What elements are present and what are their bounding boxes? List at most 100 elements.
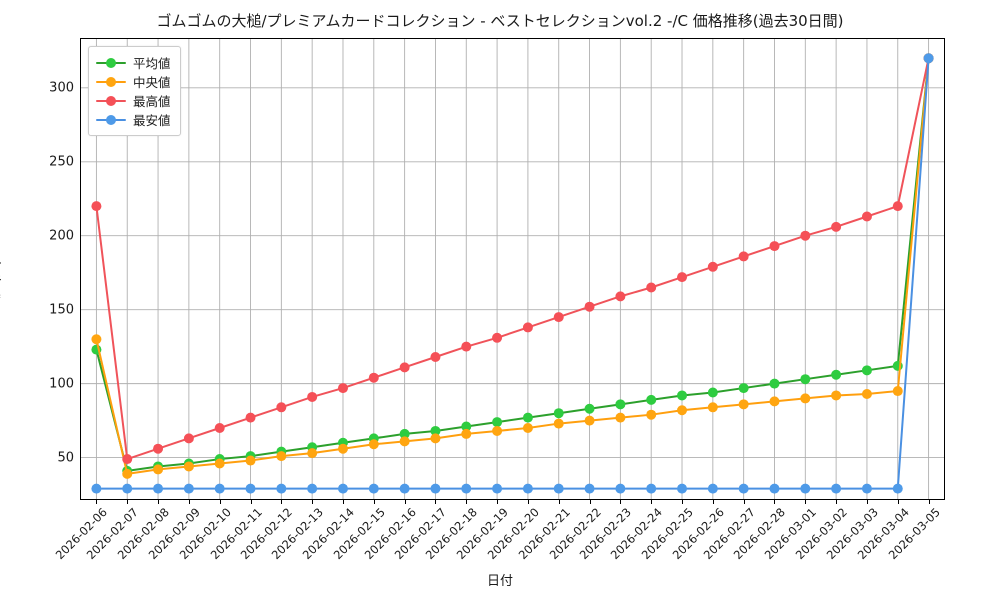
data-point-marker xyxy=(707,387,718,398)
data-point-marker xyxy=(861,388,872,399)
data-point-marker xyxy=(122,483,133,494)
data-point-marker xyxy=(245,455,256,466)
x-tick-mark xyxy=(774,500,776,504)
data-point-marker xyxy=(461,421,472,432)
data-point-marker xyxy=(368,372,379,383)
data-point-marker xyxy=(522,423,533,433)
x-tick-mark xyxy=(527,500,529,504)
data-point-marker xyxy=(492,425,503,436)
data-point-marker xyxy=(584,483,595,494)
data-point-marker xyxy=(91,201,102,212)
x-tick-mark xyxy=(250,500,252,504)
data-point-marker xyxy=(738,251,749,262)
data-point-marker xyxy=(522,322,533,333)
data-point-marker xyxy=(153,483,164,494)
y-axis-label: 値 (円) xyxy=(0,259,3,300)
data-point-marker xyxy=(646,409,657,420)
x-tick-mark xyxy=(342,500,344,504)
legend-marker-icon xyxy=(96,113,126,127)
legend-marker-icon xyxy=(96,75,126,89)
data-point-marker xyxy=(923,53,934,64)
data-point-marker xyxy=(831,369,842,380)
data-point-marker xyxy=(122,468,133,479)
data-point-marker xyxy=(492,483,503,494)
x-tick-mark xyxy=(497,500,499,504)
x-tick-mark xyxy=(96,500,98,504)
x-tick-mark xyxy=(312,500,314,504)
series-line xyxy=(95,57,930,475)
x-tick-mark xyxy=(404,500,406,504)
data-point-marker xyxy=(769,241,780,252)
x-tick-mark xyxy=(651,500,653,504)
x-tick-mark xyxy=(435,500,437,504)
data-point-marker xyxy=(707,483,718,494)
data-point-marker xyxy=(769,483,780,494)
data-point-marker xyxy=(892,386,903,397)
data-point-marker xyxy=(276,402,287,413)
data-point-marker xyxy=(399,362,410,373)
x-tick-mark xyxy=(682,500,684,504)
data-point-marker xyxy=(183,461,194,472)
y-tick-label: 100 xyxy=(49,376,74,392)
data-point-marker xyxy=(892,201,903,212)
data-point-marker xyxy=(861,365,872,376)
x-tick-mark xyxy=(281,500,283,504)
data-point-marker xyxy=(307,448,318,459)
data-point-marker xyxy=(677,272,688,283)
data-point-marker xyxy=(738,399,749,410)
data-point-marker xyxy=(677,390,688,401)
y-axis-tick-labels: 50 100 150 200 250 300 xyxy=(30,38,110,500)
x-axis-label: 日付 xyxy=(486,574,513,589)
data-point-marker xyxy=(553,418,564,429)
data-point-marker xyxy=(307,391,318,402)
data-point-marker xyxy=(430,483,441,494)
data-point-marker xyxy=(584,415,595,426)
data-point-marker xyxy=(399,428,410,439)
data-point-marker xyxy=(584,403,595,414)
x-tick-mark xyxy=(743,500,745,504)
x-tick-mark xyxy=(928,500,930,504)
data-point-marker xyxy=(337,443,348,454)
x-tick-mark xyxy=(219,500,221,504)
series-canvas xyxy=(81,39,944,499)
data-point-marker xyxy=(615,291,626,302)
legend-item-3[interactable]: 最安値 xyxy=(96,110,171,129)
data-point-marker xyxy=(677,483,688,494)
data-point-marker xyxy=(584,301,595,312)
data-point-marker xyxy=(307,483,318,494)
y-tick-label: 50 xyxy=(57,450,74,466)
data-point-marker xyxy=(831,390,842,401)
data-point-marker xyxy=(276,451,287,462)
data-point-marker xyxy=(276,483,287,494)
data-point-marker xyxy=(214,483,225,494)
data-point-marker xyxy=(769,396,780,407)
data-point-marker xyxy=(91,334,102,345)
data-point-marker xyxy=(615,399,626,410)
data-point-marker xyxy=(461,428,472,439)
y-tick-label: 150 xyxy=(49,302,74,318)
y-tick-label: 200 xyxy=(49,228,74,244)
data-point-marker xyxy=(122,454,133,465)
data-point-marker xyxy=(430,425,441,436)
legend-item-2[interactable]: 最高値 xyxy=(96,91,171,110)
data-point-marker xyxy=(800,230,811,241)
legend-item-1[interactable]: 中央値 xyxy=(96,72,171,91)
series-line xyxy=(95,57,930,490)
y-tick-label: 300 xyxy=(49,80,74,96)
data-point-marker xyxy=(522,412,533,423)
data-point-marker xyxy=(183,483,194,494)
data-point-marker xyxy=(615,483,626,494)
data-point-marker xyxy=(800,393,811,404)
x-tick-mark xyxy=(589,500,591,504)
legend-label: 中央値 xyxy=(133,75,171,90)
legend-item-0[interactable]: 平均値 xyxy=(96,53,171,72)
data-point-marker xyxy=(861,211,872,222)
x-tick-mark xyxy=(866,500,868,504)
data-point-marker xyxy=(153,464,164,475)
x-tick-mark xyxy=(127,500,129,504)
data-point-marker xyxy=(769,378,780,389)
x-tick-mark xyxy=(712,500,714,504)
data-point-marker xyxy=(646,394,657,405)
chart-legend[interactable]: 平均値中央値 最高値 最安値 xyxy=(88,46,181,136)
legend-marker-icon xyxy=(96,94,126,108)
